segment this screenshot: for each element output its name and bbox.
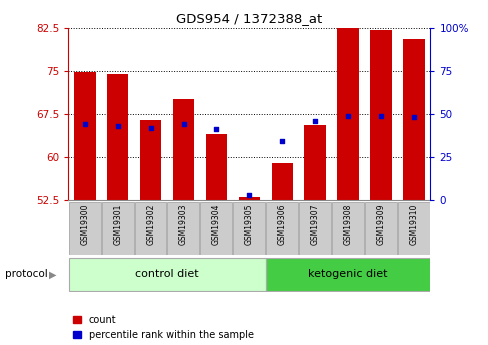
Text: protocol: protocol [5,269,47,279]
Text: control diet: control diet [135,269,199,279]
Text: GSM19305: GSM19305 [244,204,253,245]
Point [278,139,285,144]
Bar [265,203,298,255]
Point [179,121,187,127]
Point [81,121,89,127]
Point [376,113,384,118]
Bar [364,203,396,255]
Bar [265,258,429,291]
Bar [140,120,161,200]
Bar [331,203,363,255]
Point [245,192,253,198]
Bar [200,203,232,255]
Bar [369,30,391,200]
Text: GSM19310: GSM19310 [408,204,418,245]
Text: GSM19301: GSM19301 [113,204,122,245]
Text: GSM19307: GSM19307 [310,204,319,245]
Point [114,123,122,129]
Text: GSM19300: GSM19300 [80,204,89,245]
Text: GSM19308: GSM19308 [343,204,352,245]
Bar [402,39,424,200]
Bar [233,203,264,255]
Bar [304,125,325,200]
Point [146,125,154,130]
Bar [69,258,265,291]
Text: ketogenic diet: ketogenic diet [308,269,387,279]
Text: ▶: ▶ [49,269,56,279]
Bar [107,74,128,200]
Bar [337,25,358,200]
Legend: count, percentile rank within the sample: count, percentile rank within the sample [73,315,253,340]
Bar [134,203,166,255]
Bar [74,72,96,200]
Bar [102,203,133,255]
Bar [271,163,292,200]
Point [311,118,319,124]
Title: GDS954 / 1372388_at: GDS954 / 1372388_at [176,12,322,25]
Point [344,113,351,118]
Bar [299,203,330,255]
Text: GSM19306: GSM19306 [277,204,286,245]
Bar [173,99,194,200]
Bar [167,203,199,255]
Bar [397,203,429,255]
Point [212,127,220,132]
Text: GSM19304: GSM19304 [212,204,221,245]
Bar [69,203,101,255]
Bar [238,197,260,200]
Text: GSM19302: GSM19302 [146,204,155,245]
Point [409,115,417,120]
Text: GSM19303: GSM19303 [179,204,188,245]
Bar [205,134,227,200]
Text: GSM19309: GSM19309 [376,204,385,245]
